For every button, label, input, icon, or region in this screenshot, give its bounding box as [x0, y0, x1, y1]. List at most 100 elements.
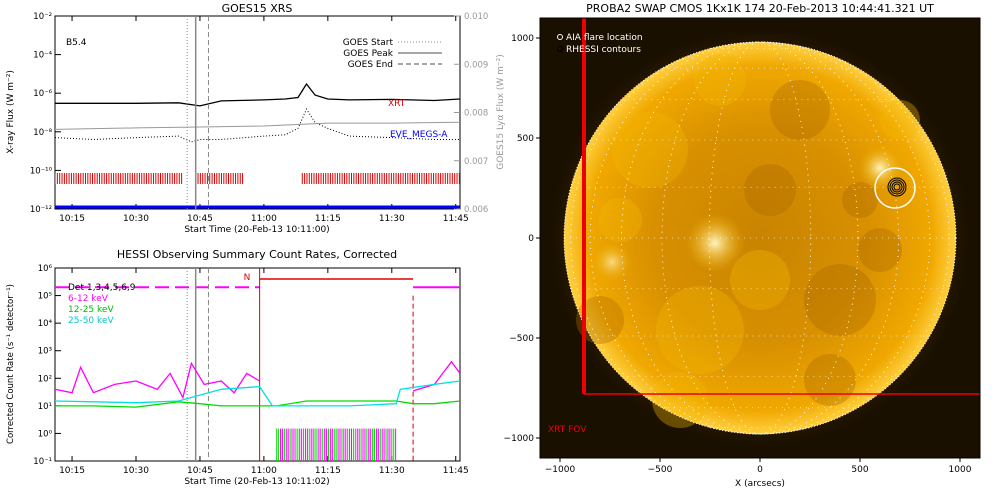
- y-tick-label: 10³: [38, 347, 52, 357]
- y-tick-label: 10¹: [38, 402, 52, 412]
- x-tick-label: 10:45: [187, 214, 213, 224]
- corona-blob: [804, 264, 876, 336]
- goes-title: GOES15 XRS: [222, 2, 293, 15]
- active-region-center: [685, 213, 745, 273]
- y-tick-label: 10⁶: [38, 264, 53, 274]
- hessi-legend-det: Det 1,3,4,5,6,9: [68, 283, 136, 293]
- right-y-tick-label: 0.007: [464, 157, 488, 167]
- goes-x-label: Start Time (20-Feb-13 10:11:00): [184, 225, 329, 235]
- hessi-legend-25-50: 25-50 keV: [68, 316, 114, 326]
- x-tick-label: 10:30: [123, 466, 149, 476]
- y-tick-label: 10⁵: [38, 292, 52, 302]
- goes-right-y-axis: 0.006 0.007 0.008 0.009 0.010: [454, 12, 488, 215]
- longitude-line: [621, 41, 899, 435]
- x-tick-label: 10:15: [59, 466, 85, 476]
- rhessi-contours: [887, 177, 907, 197]
- corona-blob: [656, 286, 744, 374]
- longitude-line: [589, 41, 931, 435]
- swap-y-tick-label: −1000: [504, 434, 535, 444]
- corona-blob: [652, 372, 708, 428]
- legend-aia-marker: [557, 34, 563, 40]
- swap-legend-aia: AIA flare location: [566, 33, 643, 43]
- swap-legend-rhessi: RHESSI contours: [566, 45, 641, 55]
- x-tick-label: 11:30: [379, 466, 405, 476]
- x-tick-label: 11:00: [251, 466, 277, 476]
- sun-texture: [576, 54, 920, 428]
- goes-right-y-label: GOES15 Lyα Flux (W m⁻²): [496, 54, 506, 170]
- goes-xrt-label: XRT: [388, 99, 406, 109]
- goes-class-label: B5.4: [66, 38, 87, 48]
- corona-blob: [842, 182, 878, 218]
- swap-title: PROBA2 SWAP CMOS 1Kx1K 174 20-Feb-2013 1…: [586, 2, 934, 15]
- hessi-panel: HESSI Observing Summary Count Rates, Cor…: [6, 248, 469, 487]
- goes-y-axis: 10⁻¹² 10⁻¹⁰ 10⁻⁸ 10⁻⁶ 10⁻⁴ 10⁻²: [30, 12, 61, 215]
- x-tick-label: 11:45: [443, 466, 469, 476]
- hessi-y-axis: 10⁻¹ 10⁰ 10¹ 10² 10³ 10⁴ 10⁵ 10⁶: [33, 264, 61, 467]
- y-tick-label: 10⁴: [38, 319, 53, 329]
- y-tick-label: 10⁰: [38, 429, 53, 439]
- hessi-series-group: [55, 268, 460, 461]
- corona-blob: [576, 296, 624, 344]
- hessi-series-12-25-keV: [55, 400, 460, 408]
- goes-series-long: [55, 82, 460, 107]
- swap-x-tick-label: 0: [757, 465, 763, 475]
- legend-rhessi-marker: [557, 46, 563, 52]
- aia-flare-circle: [874, 167, 916, 209]
- corona-blob: [694, 54, 746, 106]
- x-tick-label: 10:30: [123, 214, 149, 224]
- hessi-x-axis: 10:15 10:30 10:45 11:00 11:15 11:30 11:45: [59, 268, 469, 476]
- corona-blob: [880, 100, 920, 140]
- swap-image-panel: PROBA2 SWAP CMOS 1Kx1K 174 20-Feb-2013 1…: [504, 2, 981, 489]
- y-tick-label: 10²: [38, 374, 52, 384]
- right-y-tick-label: 0.008: [464, 109, 488, 119]
- goes-xrs-panel: GOES15 XRS 10⁻¹² 10⁻¹⁰ 10⁻⁸ 10⁻⁶ 10⁻⁴ 10⁻² 0.…: [6, 2, 506, 235]
- swap-y-tick-label: 1000: [511, 34, 534, 44]
- corona-blob: [804, 354, 856, 406]
- hessi-title: HESSI Observing Summary Count Rates, Cor…: [117, 248, 397, 261]
- swap-y-tick-label: 0: [528, 234, 534, 244]
- x-tick-label: 11:00: [251, 214, 277, 224]
- longitude-line: [661, 41, 859, 435]
- hessi-x-label: Start Time (20-Feb-13 10:11:02): [184, 477, 329, 487]
- x-tick-label: 11:45: [443, 214, 469, 224]
- x-tick-label: 11:15: [315, 214, 341, 224]
- corona-blob: [858, 228, 902, 272]
- y-tick-label: 10⁻²: [33, 12, 52, 22]
- y-tick-label: 10⁻¹⁰: [30, 166, 53, 176]
- swap-x-tick-label: −1000: [545, 465, 576, 475]
- y-tick-label: 10⁻¹: [33, 457, 52, 467]
- xrt-fov-label: XRT FOV: [548, 425, 587, 435]
- right-y-tick-label: 0.006: [464, 205, 488, 215]
- x-tick-label: 10:15: [59, 214, 85, 224]
- goes-legend-start: GOES Start: [343, 38, 394, 48]
- y-tick-label: 10⁻⁶: [33, 89, 52, 99]
- corona-blob: [730, 250, 790, 310]
- x-tick-label: 11:15: [315, 466, 341, 476]
- longitude-line: [570, 41, 950, 435]
- right-y-tick-label: 0.009: [464, 60, 488, 70]
- hessi-y-label: Corrected Count Rate (s⁻¹ detector⁻¹): [6, 284, 16, 444]
- goes-y-label: X-ray Flux (W m⁻²): [6, 70, 16, 154]
- swap-y-tick-label: 500: [517, 134, 534, 144]
- heliographic-grid: [564, 41, 956, 435]
- y-tick-label: 10⁻⁴: [33, 51, 52, 61]
- goes-legend-end: GOES End: [348, 60, 393, 70]
- swap-x-tick-label: 500: [851, 465, 868, 475]
- swap-x-tick-label: −500: [648, 465, 673, 475]
- goes-x-axis: 10:15 10:30 10:45 11:00 11:15 11:30 11:45: [59, 16, 469, 224]
- swap-x-tick-label: 1000: [949, 465, 972, 475]
- goes-eve-label: EVE_MEGS-A: [390, 130, 448, 140]
- hessi-legend: Det 1,3,4,5,6,9 6-12 keV 12-25 keV 25-50…: [68, 283, 136, 326]
- corona-blob: [770, 80, 830, 140]
- hessi-plot-frame: [54, 267, 461, 462]
- x-tick-label: 11:30: [379, 214, 405, 224]
- corona-blob: [744, 164, 796, 216]
- swap-axes: −1000 −500 0 500 1000 −1000 −500 0 500 1000: [504, 34, 972, 475]
- goes-series-lya: [55, 121, 460, 130]
- swap-y-tick-label: −500: [509, 334, 534, 344]
- corona-blob: [598, 198, 642, 242]
- x-tick-label: 10:45: [187, 466, 213, 476]
- hessi-night-label: N: [244, 273, 251, 283]
